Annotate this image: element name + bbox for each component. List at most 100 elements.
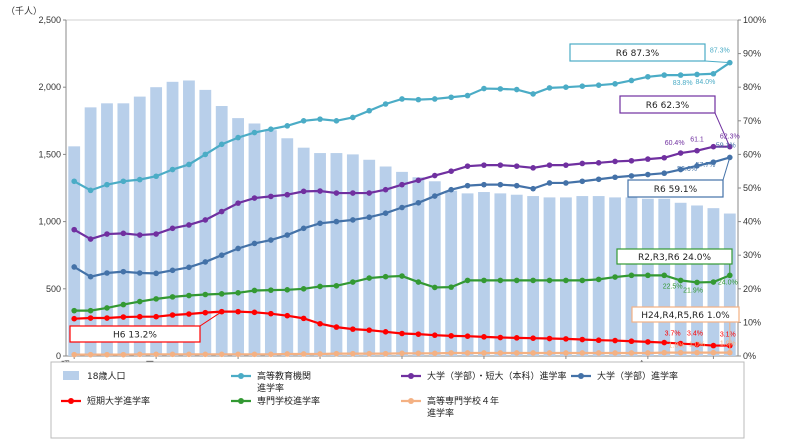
point-univ <box>481 181 487 188</box>
bar-pop18 <box>445 190 458 356</box>
point-univ <box>251 240 258 247</box>
legend-swatch-marker <box>408 398 414 404</box>
point-jc <box>317 320 323 327</box>
point-univ_jc <box>415 177 422 184</box>
point-jc <box>546 335 553 342</box>
point-voc <box>366 275 373 281</box>
point-univ_jc <box>546 162 553 168</box>
point-voc <box>120 301 127 308</box>
point-kosen <box>579 350 586 356</box>
point-higher <box>218 141 225 148</box>
legend-item-univ: 大学（学部）進学率 <box>571 370 678 382</box>
point-higher <box>694 71 700 78</box>
point-jc <box>513 335 520 341</box>
legend-label: 高等専門学校４年 <box>427 395 499 407</box>
point-kosen <box>120 351 127 358</box>
point-univ_jc <box>169 225 176 232</box>
line-series-jc <box>71 308 733 349</box>
point-kosen <box>235 351 241 358</box>
point-higher <box>661 72 668 78</box>
callout-text: H6 13.2% <box>113 331 157 341</box>
point-jc <box>530 335 536 341</box>
point-univ <box>202 259 209 265</box>
point-higher <box>513 86 520 93</box>
legend-item-univ_jc: 大学（学部）・短大（本科）進学率 <box>401 370 567 382</box>
point-univ <box>497 181 504 188</box>
point-kosen <box>546 350 553 356</box>
point-univ <box>415 199 422 206</box>
point-jc <box>399 330 405 337</box>
point-voc <box>530 277 536 284</box>
point-jc <box>382 329 389 335</box>
legend-label-cont: 進学率 <box>257 382 284 394</box>
callout-box <box>569 43 706 62</box>
legend-item-voc: 専門学校進学率 <box>231 395 320 407</box>
point-value-label: 22.5% <box>663 283 683 290</box>
bar-pop18 <box>248 123 261 356</box>
point-univ_jc <box>513 163 520 169</box>
point-univ <box>186 264 192 271</box>
point-higher <box>645 73 651 80</box>
point-univ_jc <box>202 217 209 223</box>
bar-pop18 <box>101 103 113 356</box>
bar-pop18 <box>68 146 81 356</box>
right-tick-label: 60% <box>743 149 761 159</box>
right-tick-label: 40% <box>743 217 761 227</box>
point-kosen <box>563 350 569 356</box>
line-series-univ_jc <box>71 143 733 242</box>
point-kosen <box>661 349 668 356</box>
point-value-label: 57.7% <box>695 162 715 169</box>
bar-pop18 <box>428 181 441 356</box>
point-univ_jc <box>497 162 504 168</box>
point-kosen <box>677 349 684 356</box>
point-jc <box>481 334 487 340</box>
point-kosen <box>169 351 176 358</box>
callout-text: R6 87.3% <box>616 49 660 59</box>
point-jc <box>235 308 241 315</box>
bar-pop18 <box>232 118 244 356</box>
point-univ <box>284 232 291 238</box>
point-jc <box>431 332 438 338</box>
point-jc <box>71 315 77 322</box>
point-kosen <box>87 351 94 358</box>
point-jc <box>710 342 717 349</box>
point-higher <box>530 91 536 97</box>
point-jc <box>104 315 110 321</box>
point-jc <box>448 333 454 339</box>
right-tick-label: 20% <box>743 284 761 294</box>
bar-pop18 <box>363 159 376 356</box>
point-voc <box>268 287 274 293</box>
point-voc <box>513 277 520 284</box>
bar-pop18 <box>281 138 294 356</box>
point-jc <box>661 339 668 346</box>
point-univ_jc <box>300 188 307 195</box>
point-voc <box>153 296 159 302</box>
point-univ_jc <box>120 230 127 237</box>
point-univ_jc <box>677 150 684 156</box>
point-jc <box>694 341 700 348</box>
point-voc <box>87 307 94 314</box>
legend-label: 大学（学部）進学率 <box>597 370 678 382</box>
point-univ <box>645 171 651 178</box>
point-univ <box>399 204 405 211</box>
point-univ <box>694 163 700 169</box>
point-univ <box>563 180 569 186</box>
point-value-label: 84.0% <box>695 79 715 86</box>
point-univ <box>513 182 520 189</box>
point-univ_jc <box>382 186 389 193</box>
point-value-label: 61.1 <box>690 137 704 144</box>
point-kosen <box>202 351 209 358</box>
callout-box <box>627 179 724 198</box>
callout-text: H24,R4,R5,R6 1.0% <box>641 311 730 321</box>
point-voc <box>284 287 291 293</box>
point-univ <box>530 185 536 192</box>
point-voc <box>218 291 225 297</box>
point-univ <box>382 210 389 216</box>
point-higher <box>317 116 323 122</box>
point-voc <box>399 273 405 279</box>
point-higher <box>71 178 77 185</box>
point-voc <box>661 272 668 279</box>
point-higher <box>399 96 405 102</box>
bar-pop18 <box>461 193 474 356</box>
point-higher <box>710 70 717 77</box>
